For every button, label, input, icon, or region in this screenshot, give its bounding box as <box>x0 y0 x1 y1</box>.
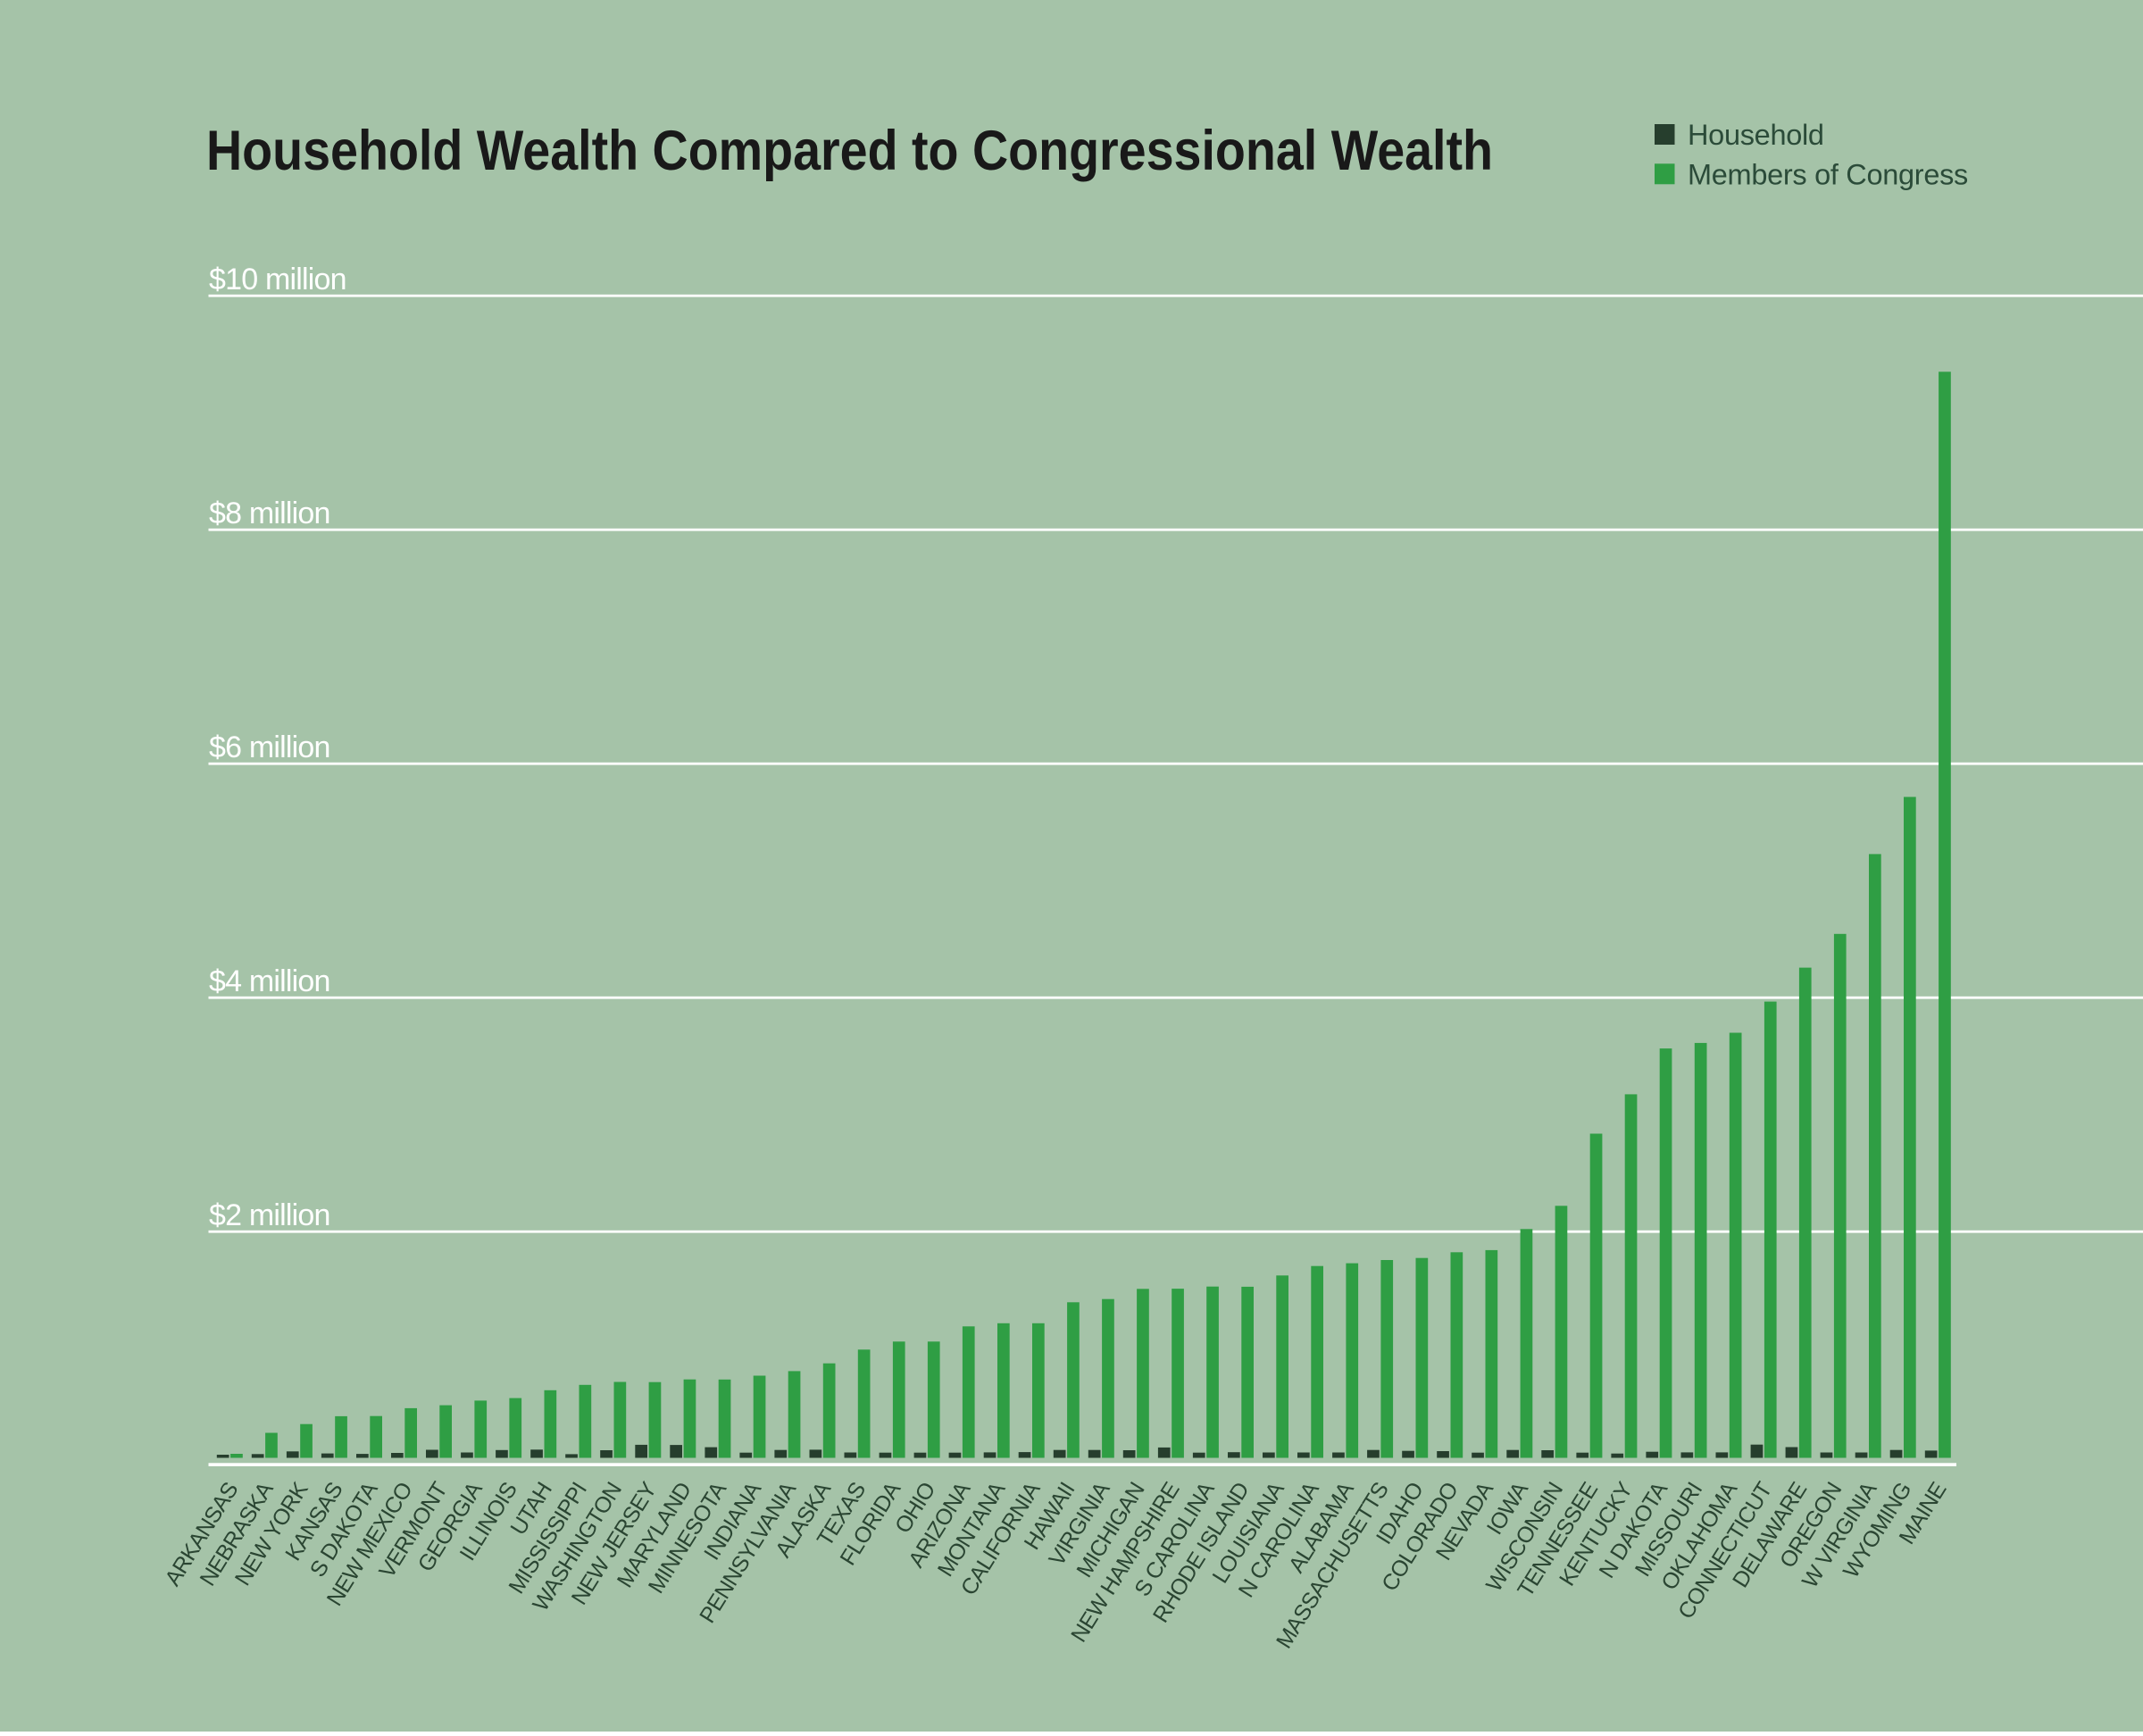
svg-text:Household Wealth Compared to C: Household Wealth Compared to Congression… <box>206 120 1493 182</box>
svg-text:$6 million: $6 million <box>209 730 330 764</box>
svg-text:$10 million: $10 million <box>209 263 346 296</box>
svg-text:$2 million: $2 million <box>209 1198 330 1232</box>
svg-text:Members of Congress: Members of Congress <box>1688 159 1968 191</box>
svg-text:$4 million: $4 million <box>209 964 330 998</box>
svg-text:$8 million: $8 million <box>209 497 330 530</box>
svg-text:Household: Household <box>1688 119 1824 151</box>
